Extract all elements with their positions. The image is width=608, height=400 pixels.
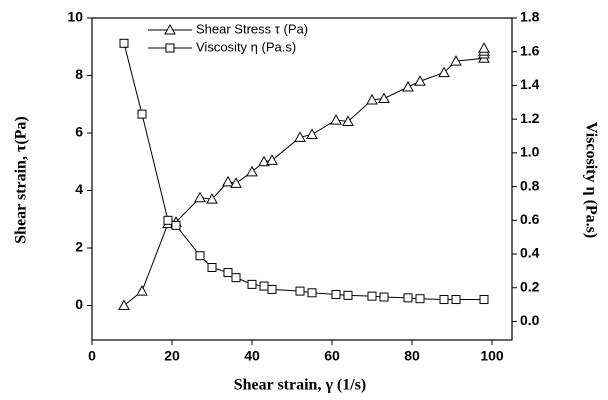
y-tick-label: 10 bbox=[67, 9, 83, 25]
marker bbox=[331, 289, 341, 299]
marker bbox=[451, 295, 461, 305]
marker bbox=[379, 292, 389, 302]
marker bbox=[118, 299, 130, 310]
y2-tick-label: 0.6 bbox=[520, 211, 540, 227]
y-tick-label: 6 bbox=[75, 124, 83, 140]
marker bbox=[259, 281, 269, 291]
y2-tick-label: 1.0 bbox=[520, 144, 540, 160]
marker bbox=[294, 131, 306, 142]
y2-tick-label: 0.2 bbox=[520, 278, 540, 294]
marker bbox=[195, 251, 205, 261]
y2-tick-label: 1.2 bbox=[520, 110, 540, 126]
marker bbox=[403, 293, 413, 303]
x-tick-label: 20 bbox=[164, 348, 180, 364]
marker bbox=[479, 295, 489, 305]
marker bbox=[194, 191, 206, 203]
marker bbox=[266, 154, 278, 165]
marker bbox=[267, 284, 277, 294]
y2-tick-label: 0.0 bbox=[520, 312, 540, 328]
marker bbox=[247, 279, 257, 289]
y-tick-label: 4 bbox=[75, 181, 83, 197]
legend-label: Shear Stress τ (Pa) bbox=[196, 21, 308, 36]
legend-marker bbox=[164, 23, 176, 35]
x-tick-label: 40 bbox=[244, 348, 260, 364]
y-tick-label: 8 bbox=[75, 66, 83, 82]
marker bbox=[136, 285, 148, 296]
marker bbox=[306, 128, 318, 139]
y2-tick-label: 1.8 bbox=[520, 9, 540, 25]
marker bbox=[230, 177, 242, 188]
marker bbox=[163, 215, 173, 225]
marker bbox=[171, 220, 181, 230]
marker bbox=[206, 193, 218, 204]
marker bbox=[342, 115, 354, 126]
marker bbox=[295, 286, 305, 296]
marker bbox=[478, 42, 490, 53]
marker bbox=[330, 114, 342, 125]
x-tick-label: 80 bbox=[404, 348, 420, 364]
y-tick-label: 0 bbox=[75, 296, 83, 312]
x-tick-label: 100 bbox=[480, 348, 504, 364]
marker bbox=[414, 75, 426, 86]
marker bbox=[246, 165, 258, 177]
series-line bbox=[123, 43, 484, 301]
marker bbox=[367, 291, 377, 301]
y-tick-label: 2 bbox=[75, 239, 83, 255]
y2-axis-label: Viscosity η (Pa.s) bbox=[582, 122, 599, 238]
plot-frame bbox=[91, 17, 513, 341]
y2-tick-label: 0.8 bbox=[520, 177, 540, 193]
marker bbox=[207, 263, 217, 273]
marker bbox=[450, 55, 462, 66]
legend-marker bbox=[165, 43, 175, 53]
y2-tick-label: 0.4 bbox=[520, 245, 540, 261]
marker bbox=[258, 155, 270, 167]
marker bbox=[222, 175, 234, 187]
marker bbox=[343, 290, 353, 300]
marker bbox=[439, 295, 449, 305]
marker bbox=[378, 92, 390, 103]
marker bbox=[402, 80, 414, 92]
marker bbox=[231, 273, 241, 283]
x-tick-label: 60 bbox=[324, 348, 340, 364]
marker bbox=[438, 66, 450, 78]
marker bbox=[137, 109, 147, 119]
marker bbox=[307, 288, 317, 298]
x-tick-label: 0 bbox=[88, 348, 96, 364]
y2-tick-label: 1.6 bbox=[520, 42, 540, 58]
marker bbox=[366, 93, 378, 105]
y2-tick-label: 1.4 bbox=[520, 76, 540, 92]
y-axis-label: Shear strain, τ(Pa) bbox=[13, 116, 30, 244]
marker bbox=[119, 38, 129, 48]
marker bbox=[415, 294, 425, 304]
legend-label: Viscosity η (Pa.s) bbox=[196, 39, 296, 54]
series-line bbox=[123, 48, 485, 306]
marker bbox=[223, 268, 233, 278]
x-axis-label: Shear strain, γ (1/s) bbox=[234, 377, 367, 394]
